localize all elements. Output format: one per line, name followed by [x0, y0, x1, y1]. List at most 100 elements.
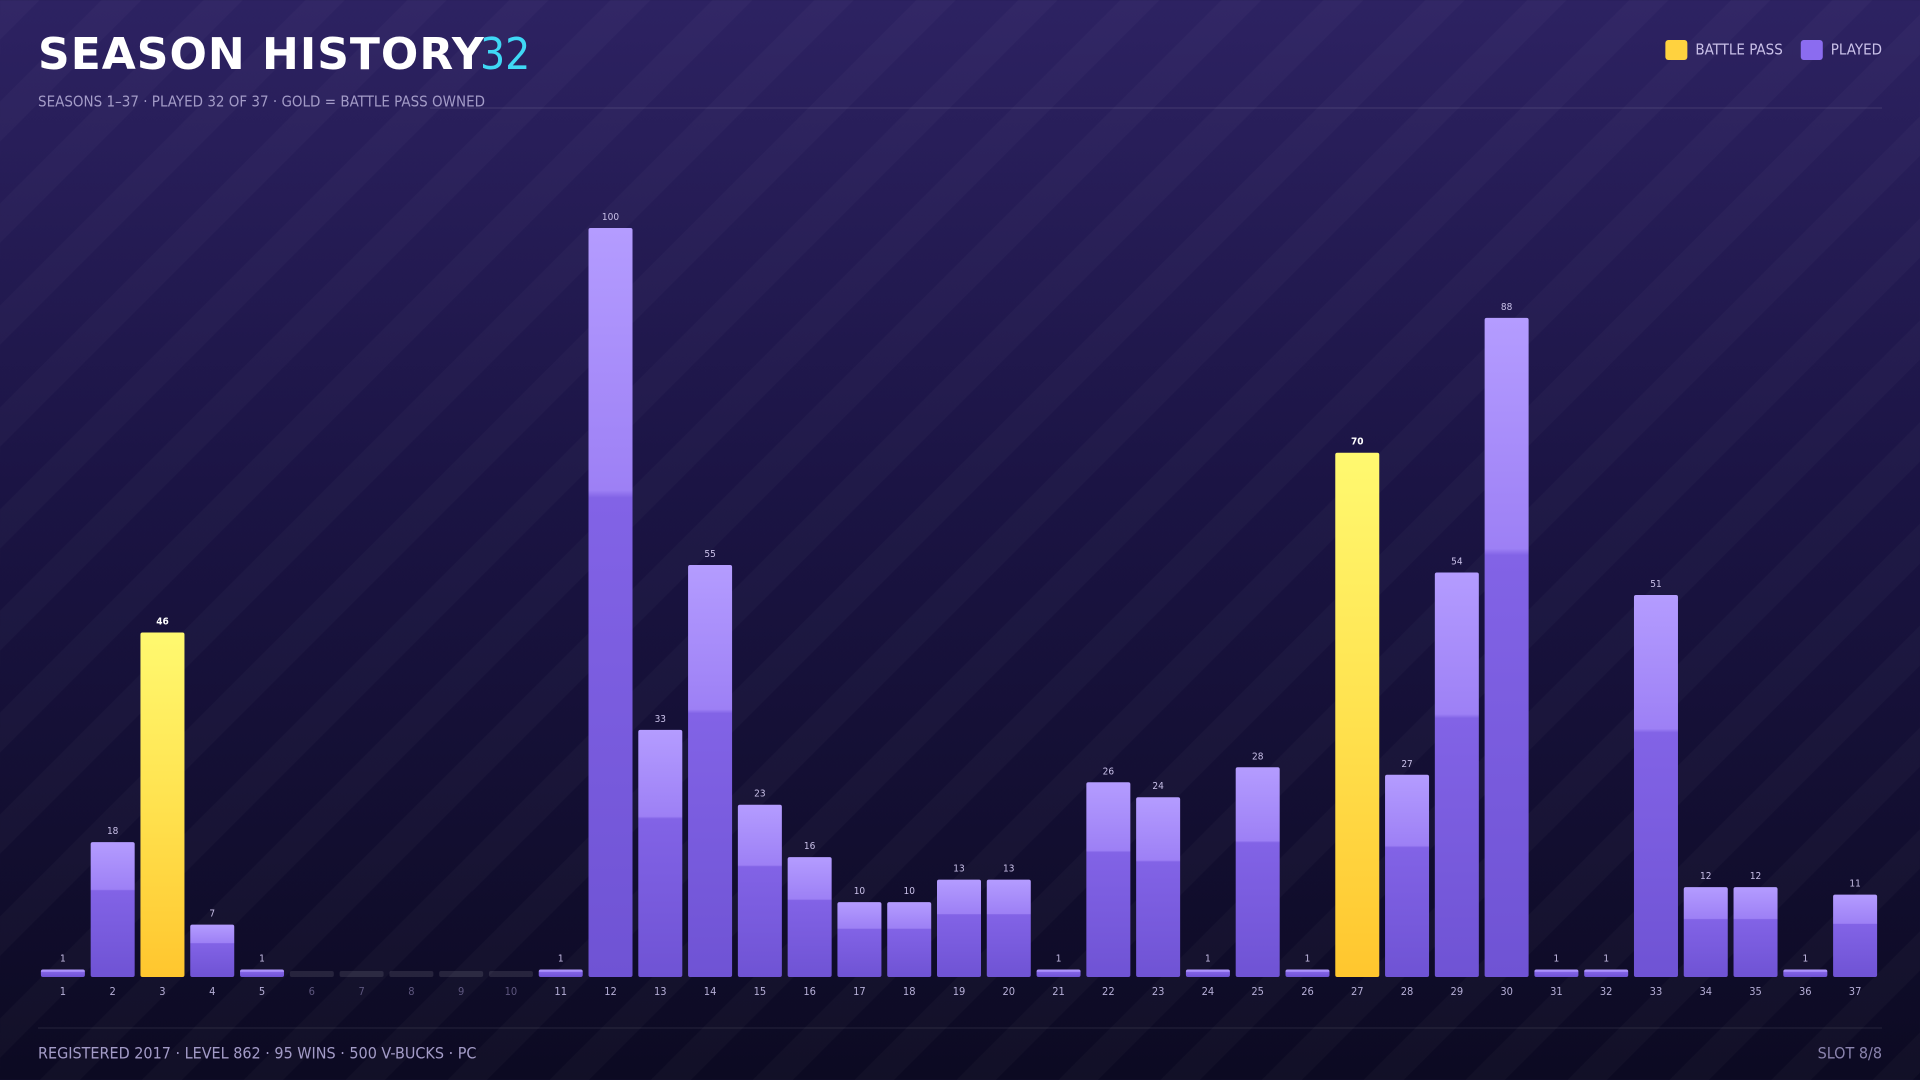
x-tick-label: 26 [1301, 985, 1314, 998]
bar [1534, 969, 1579, 977]
value-label: 88 [1501, 302, 1513, 313]
x-tick-label: 3 [159, 985, 165, 998]
x-tick-label: 23 [1152, 985, 1165, 998]
empty-slot [389, 971, 434, 977]
bar [1086, 782, 1131, 977]
bar [737, 804, 782, 977]
value-label: 1 [1554, 954, 1560, 965]
x-tick-label: 34 [1699, 985, 1712, 998]
bar [1733, 887, 1778, 977]
x-tick-label: 35 [1749, 985, 1762, 998]
bar [140, 632, 185, 977]
empty-slot [439, 971, 484, 977]
x-tick-label: 10 [505, 985, 518, 998]
value-label: 100 [602, 212, 619, 223]
value-label: 18 [107, 826, 119, 837]
empty-slot [289, 971, 334, 977]
value-label: 54 [1451, 557, 1463, 568]
value-label: 1 [1056, 954, 1062, 965]
value-label: 16 [804, 841, 816, 852]
bar [240, 969, 285, 977]
value-label: 10 [854, 886, 866, 897]
bar [1136, 797, 1181, 977]
x-tick-label: 17 [853, 985, 866, 998]
value-label: 24 [1152, 781, 1164, 792]
x-tick-label: 36 [1799, 985, 1812, 998]
value-label: 1 [1802, 954, 1808, 965]
x-tick-label: 19 [953, 985, 966, 998]
bar [1833, 894, 1878, 977]
value-label: 10 [903, 886, 915, 897]
title-count: 32 [480, 29, 530, 80]
x-tick-label: 31 [1550, 985, 1563, 998]
value-label: 28 [1252, 751, 1264, 762]
x-tick-label: 25 [1251, 985, 1264, 998]
x-tick-label: 13 [654, 985, 667, 998]
bar [1783, 969, 1828, 977]
x-tick-label: 27 [1351, 985, 1364, 998]
bar [90, 842, 135, 977]
x-tick-label: 18 [903, 985, 916, 998]
bar [937, 879, 981, 977]
value-label: 33 [655, 714, 666, 725]
bar [1235, 767, 1280, 977]
bar [1683, 887, 1728, 977]
bar [1036, 969, 1081, 977]
x-tick-label: 15 [754, 985, 767, 998]
bar [1633, 595, 1678, 977]
legend-label: PLAYED [1831, 41, 1882, 59]
value-label: 1 [259, 954, 265, 965]
x-tick-label: 6 [309, 985, 315, 998]
x-tick-label: 20 [1002, 985, 1015, 998]
x-tick-label: 29 [1451, 985, 1464, 998]
x-tick-label: 21 [1052, 985, 1065, 998]
x-tick-label: 33 [1650, 985, 1663, 998]
bar [1434, 572, 1479, 977]
legend-swatch [1800, 40, 1823, 60]
bar [1385, 774, 1430, 977]
x-tick-label: 2 [110, 985, 116, 998]
legend-swatch [1665, 40, 1688, 60]
empty-slot [488, 971, 533, 977]
bar [1185, 969, 1230, 977]
bar [588, 228, 633, 977]
value-label: 13 [953, 864, 964, 875]
x-tick-label: 24 [1202, 985, 1215, 998]
x-tick-label: 16 [803, 985, 816, 998]
value-label: 1 [1603, 954, 1609, 965]
value-label: 1 [60, 954, 66, 965]
value-label: 55 [704, 549, 715, 560]
footer-slot: SLOT 8/8 [1818, 1044, 1882, 1063]
x-tick-label: 22 [1102, 985, 1115, 998]
x-tick-label: 11 [554, 985, 567, 998]
bar [538, 969, 583, 977]
value-label: 11 [1849, 879, 1860, 890]
bar [1584, 969, 1629, 977]
value-label: 70 [1351, 437, 1364, 448]
x-tick-label: 4 [209, 985, 215, 998]
bar [1285, 969, 1330, 977]
x-tick-label: 37 [1849, 985, 1862, 998]
bar [837, 902, 882, 977]
value-label: 1 [558, 954, 564, 965]
x-tick-label: 1 [60, 985, 66, 998]
value-label: 51 [1650, 579, 1661, 590]
bar [688, 565, 733, 977]
x-tick-label: 7 [358, 985, 364, 998]
x-tick-label: 8 [408, 985, 414, 998]
x-tick-label: 32 [1600, 985, 1613, 998]
value-label: 12 [1700, 871, 1711, 882]
bar [638, 729, 683, 977]
value-label: 13 [1003, 864, 1014, 875]
subtitle: SEASONS 1–37 · PLAYED 32 OF 37 · GOLD = … [38, 93, 485, 111]
empty-slot [339, 971, 384, 977]
x-tick-label: 14 [704, 985, 717, 998]
value-label: 27 [1401, 759, 1412, 770]
bar [1335, 452, 1380, 977]
value-label: 26 [1103, 766, 1115, 777]
x-tick-label: 28 [1401, 985, 1414, 998]
value-label: 7 [209, 909, 215, 920]
footer-info: REGISTERED 2017 · LEVEL 862 · 95 WINS · … [38, 1044, 476, 1063]
